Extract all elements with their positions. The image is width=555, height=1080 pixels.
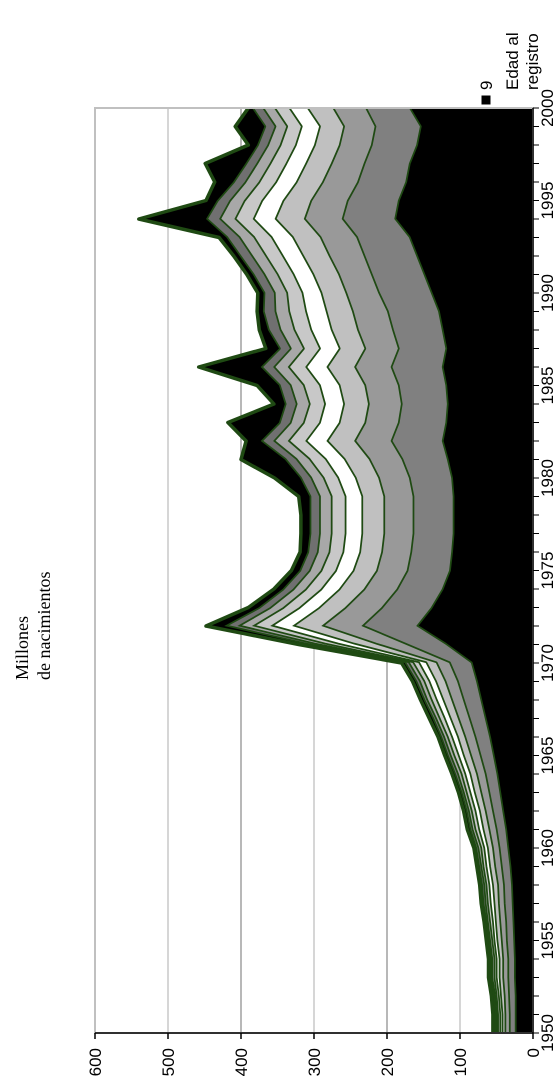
y-axis-title-line-2: de nacimientos [34,572,54,680]
area-series-6 [234,108,500,1033]
area-series-1 [394,108,533,1033]
value-tick-label-400: 400 [232,1048,251,1076]
value-tick-label-200: 200 [378,1048,397,1076]
year-tick-label-1985: 1985 [538,367,555,405]
legend-title-line-2: registro [523,33,542,90]
area-series-7 [219,108,498,1033]
year-tick-label-1950: 1950 [538,1014,555,1052]
value-tick-label-300: 300 [305,1048,324,1076]
axes [94,107,539,1039]
year-tick-label-2000: 2000 [538,89,555,127]
area-series-8 [206,108,496,1033]
area-series-4 [274,108,505,1033]
year-tick-labels: 1950 1955 1960 1965 1970 1975 1980 1985 1990 1995… [538,89,555,1052]
year-tick-label-1980: 1980 [538,459,555,497]
boundary-line-series-9 [137,106,495,1033]
value-tick-label-0: 0 [524,1048,543,1057]
year-tick-label-1995: 1995 [538,182,555,220]
year-tick-label-1990: 1990 [538,274,555,312]
year-tick-label-1970: 1970 [538,644,555,682]
value-tick-label-500: 500 [159,1048,178,1076]
value-tick-labels: 0 100 200 300 400 500 600 [86,1048,543,1076]
legend-label-9: 9 [477,81,496,90]
value-tick-label-600: 600 [86,1048,105,1076]
year-tick-label-1965: 1965 [538,737,555,775]
area-series [137,106,533,1033]
year-tick-label-1960: 1960 [538,829,555,867]
year-tick-label-1955: 1955 [538,922,555,960]
y-axis-title-line-1: Millones [12,616,32,680]
value-tick-label-100: 100 [451,1048,470,1076]
year-tick-label-1975: 1975 [538,552,555,590]
legend-swatch-9 [481,95,491,105]
area-series-3 [303,108,509,1033]
legend-title-line-1: Edad al [503,32,522,90]
area-series-2 [341,108,515,1033]
